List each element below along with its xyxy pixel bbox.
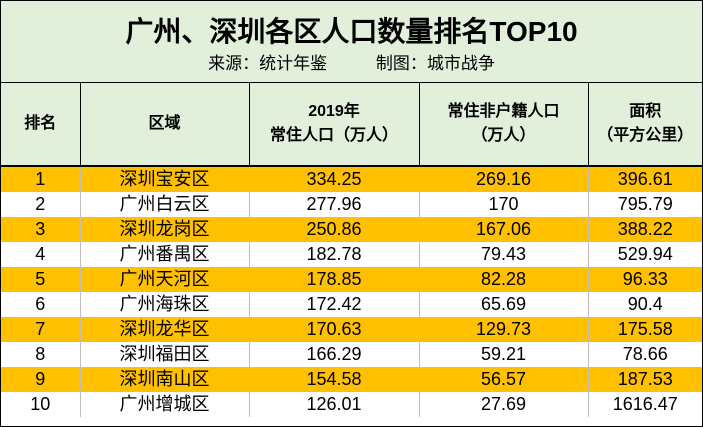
cell-non-hukou-population: 167.06 [419,217,589,242]
cell-area: 96.33 [588,267,702,292]
cell-area: 187.53 [588,367,702,392]
cell-area: 388.22 [588,217,702,242]
cell-population-2019: 182.78 [249,242,420,267]
cell-population-2019: 126.01 [249,392,420,417]
cell-area: 90.4 [588,292,702,317]
cell-non-hukou-population: 59.21 [419,342,589,367]
column-header-district: 区域 [80,83,250,167]
cell-population-2019: 154.58 [249,367,420,392]
cell-rank: 6 [1,292,81,317]
cell-rank: 5 [1,267,81,292]
cell-population-2019: 170.63 [249,317,420,342]
table-row: 1 深圳宝安区 334.25 269.16 396.61 [1,166,702,192]
cell-population-2019: 178.85 [249,267,420,292]
cell-rank: 10 [1,392,81,417]
table-row: 3 深圳龙岗区 250.86 167.06 388.22 [1,217,702,242]
cell-area: 396.61 [588,166,702,192]
header-line1: 排名 [24,115,57,132]
header-line2: 常住人口（万人） [269,127,398,144]
cell-district: 广州番禺区 [80,242,250,267]
cell-non-hukou-population: 129.73 [419,317,589,342]
table-row: 2 广州白云区 277.96 170 795.79 [1,192,702,217]
column-header-area: 面积 （平方公里） [588,83,702,167]
cell-district: 深圳龙岗区 [80,217,250,242]
header-line2: （平方公里） [597,127,694,144]
table-row: 9 深圳南山区 154.58 56.57 187.53 [1,367,702,392]
source-label: 来源：统计年鉴 [208,54,328,73]
cell-rank: 2 [1,192,81,217]
cell-area: 529.94 [588,242,702,267]
cell-district: 深圳南山区 [80,367,250,392]
header-line2: （万人） [471,127,536,144]
cell-non-hukou-population: 170 [419,192,589,217]
title-area: 广州、深圳各区人口数量排名TOP10 来源：统计年鉴 制图：城市战争 [1,1,702,83]
data-table: 排名 区域 2019年 常住人口（万人） 常住非户籍人口 （万人） 面积 （平方公里） 1 深圳… [1,83,702,417]
cell-population-2019: 172.42 [249,292,420,317]
cell-non-hukou-population: 79.43 [419,242,589,267]
cell-rank: 8 [1,342,81,367]
header-line1: 区域 [148,115,181,132]
cell-rank: 3 [1,217,81,242]
table-row: 8 深圳福田区 166.29 59.21 78.66 [1,342,702,367]
cell-non-hukou-population: 82.28 [419,267,589,292]
table-row: 6 广州海珠区 172.42 65.69 90.4 [1,292,702,317]
cell-district: 深圳福田区 [80,342,250,367]
page-title: 广州、深圳各区人口数量排名TOP10 [125,16,578,47]
cell-rank: 4 [1,242,81,267]
table-row: 4 广州番禺区 182.78 79.43 529.94 [1,242,702,267]
cell-district: 深圳龙华区 [80,317,250,342]
header-line1: 面积 [629,103,662,120]
cell-population-2019: 334.25 [249,166,420,192]
cell-area: 1616.47 [588,392,702,417]
cell-district: 广州海珠区 [80,292,250,317]
cell-area: 795.79 [588,192,702,217]
header-line1: 常住非户籍人口 [447,103,560,120]
cell-non-hukou-population: 27.69 [419,392,589,417]
table-row: 10 广州增城区 126.01 27.69 1616.47 [1,392,702,417]
cell-area: 78.66 [588,342,702,367]
cell-non-hukou-population: 65.69 [419,292,589,317]
cell-rank: 9 [1,367,81,392]
column-header-rank: 排名 [1,83,81,167]
table-row: 7 深圳龙华区 170.63 129.73 175.58 [1,317,702,342]
cell-district: 深圳宝安区 [80,166,250,192]
cell-district: 广州白云区 [80,192,250,217]
cell-non-hukou-population: 56.57 [419,367,589,392]
cell-population-2019: 277.96 [249,192,420,217]
header-line1: 2019年 [308,103,360,120]
cell-rank: 7 [1,317,81,342]
header-row: 排名 区域 2019年常住人口（万人） 常住非户籍人口 （万人） 面积 （平方公里） [1,83,702,167]
cell-population-2019: 166.29 [249,342,420,367]
column-header-non-hukou-population: 常住非户籍人口 （万人） [419,83,589,167]
column-header-population-2019: 2019年常住人口（万人） [249,83,420,167]
table-row: 5 广州天河区 178.85 82.28 96.33 [1,267,702,292]
cell-rank: 1 [1,166,81,192]
cell-district: 广州增城区 [80,392,250,417]
cell-non-hukou-population: 269.16 [419,166,589,192]
cell-area: 175.58 [588,317,702,342]
subtitle: 来源：统计年鉴 制图：城市战争 [1,52,702,76]
cell-population-2019: 250.86 [249,217,420,242]
cell-district: 广州天河区 [80,267,250,292]
maker-label: 制图：城市战争 [375,54,495,73]
